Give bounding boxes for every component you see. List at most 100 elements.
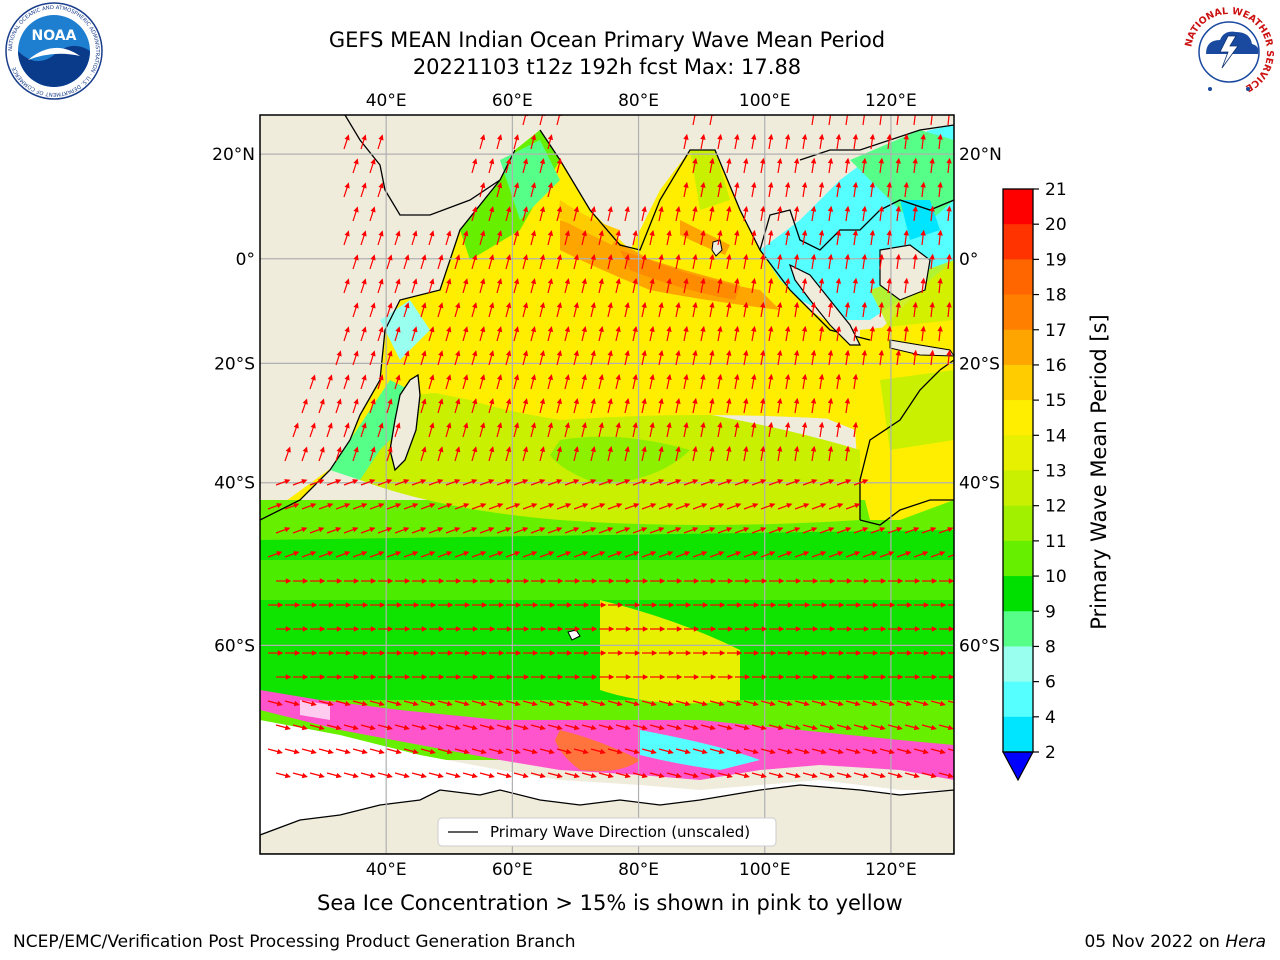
- direction-arrowhead: [293, 503, 300, 509]
- direction-arrowhead: [404, 578, 411, 584]
- direction-arrowhead: [599, 700, 606, 707]
- direction-arrowhead: [557, 578, 564, 584]
- direction-arrowhead: [760, 397, 766, 404]
- direction-arrowhead: [692, 479, 699, 485]
- lon-tick-label-top: 40°E: [366, 91, 407, 111]
- direction-arrowhead: [939, 551, 946, 557]
- direction-arrowhead: [607, 350, 613, 357]
- direction-arrowhead: [556, 446, 562, 453]
- direction-arrowhead: [370, 302, 376, 309]
- direction-arrowhead: [727, 626, 734, 632]
- direction-arrowhead: [539, 479, 546, 485]
- direction-arrowhead: [590, 206, 596, 213]
- direction-arrowhead: [344, 551, 351, 557]
- direction-arrowhead: [752, 503, 759, 509]
- direction-arrowhead: [692, 253, 698, 260]
- direction-arrowhead: [946, 349, 952, 356]
- direction-arrowhead: [532, 650, 539, 656]
- direction-arrowhead: [556, 254, 562, 261]
- direction-arrowhead: [776, 445, 783, 452]
- direction-arrowhead: [438, 578, 445, 584]
- direction-arrowhead: [344, 230, 350, 237]
- direction-arrowhead: [718, 748, 725, 755]
- direction-arrowhead: [829, 626, 836, 632]
- direction-arrowhead: [311, 650, 318, 656]
- direction-arrowhead: [421, 398, 427, 405]
- direction-arrowhead: [455, 302, 461, 309]
- direction-arrowhead: [666, 373, 672, 380]
- direction-arrowhead: [810, 157, 817, 164]
- direction-arrowhead: [769, 551, 776, 557]
- direction-arrowhead: [683, 421, 689, 428]
- direction-arrowhead: [556, 398, 562, 405]
- direction-arrowhead: [472, 302, 478, 309]
- direction-arrowhead: [692, 157, 698, 164]
- direction-arrowhead: [574, 626, 581, 632]
- direction-arrowhead: [717, 373, 723, 380]
- direction-arrowhead: [472, 350, 478, 357]
- direction-arrowhead: [624, 527, 631, 533]
- direction-arrowhead: [667, 551, 674, 557]
- direction-arrowhead: [353, 578, 360, 584]
- direction-arrowhead: [784, 421, 791, 428]
- direction-arrowhead: [852, 325, 859, 332]
- direction-arrowhead: [753, 650, 760, 656]
- direction-arrowhead: [861, 205, 868, 212]
- direction-arrowhead: [301, 479, 308, 485]
- direction-arrowhead: [489, 578, 496, 584]
- direction-arrowhead: [668, 602, 675, 608]
- direction-arrowhead: [778, 626, 785, 632]
- direction-arrowhead: [615, 374, 621, 381]
- colorbar-segment: [1003, 224, 1033, 260]
- direction-arrowhead: [658, 205, 664, 212]
- direction-arrowhead: [496, 374, 503, 381]
- direction-arrowhead: [590, 772, 597, 779]
- direction-arrowhead: [659, 674, 666, 680]
- direction-arrowhead: [862, 479, 869, 485]
- direction-arrowhead: [641, 397, 647, 405]
- direction-arrowhead: [769, 748, 776, 755]
- direction-arrowhead: [641, 724, 648, 731]
- direction-arrowhead: [912, 205, 918, 212]
- direction-arrowhead: [463, 278, 469, 285]
- direction-arrowhead: [810, 301, 817, 308]
- direction-arrowhead: [566, 650, 573, 656]
- direction-arrowhead: [770, 650, 777, 656]
- direction-arrowhead: [886, 133, 892, 140]
- direction-arrowhead: [438, 674, 445, 680]
- direction-arrowhead: [878, 157, 884, 164]
- direction-arrowhead: [685, 650, 692, 656]
- direction-arrowhead: [624, 772, 631, 779]
- direction-arrowhead: [293, 422, 299, 429]
- direction-arrowhead: [489, 302, 495, 309]
- direction-arrowhead: [632, 421, 638, 429]
- direction-arrow: [522, 115, 527, 126]
- direction-arrowhead: [615, 422, 621, 429]
- direction-arrowhead: [693, 578, 700, 584]
- direction-arrowhead: [649, 373, 655, 380]
- direction-arrowhead: [370, 626, 377, 632]
- direction-arrowhead: [768, 277, 774, 284]
- direction-arrowhead: [471, 527, 478, 533]
- direction-arrowhead: [818, 229, 825, 236]
- direction-arrowhead: [793, 205, 800, 212]
- direction-arrowhead: [946, 301, 952, 308]
- direction-arrowhead: [277, 602, 284, 608]
- direction-arrowhead: [778, 578, 785, 584]
- direction-arrowhead: [634, 602, 641, 608]
- direction-arrowhead: [319, 674, 326, 680]
- direction-arrowhead: [641, 253, 647, 261]
- direction-arrowhead: [624, 205, 630, 213]
- direction-arrowhead: [810, 397, 817, 404]
- direction-arrowhead: [683, 181, 689, 188]
- direction-arrowhead: [293, 551, 300, 557]
- direction-arrowhead: [607, 398, 613, 405]
- machine-name: Hera: [1225, 932, 1266, 952]
- direction-arrowhead: [446, 230, 452, 237]
- direction-arrowhead: [369, 772, 376, 779]
- direction-arrowhead: [744, 674, 751, 680]
- direction-arrowhead: [931, 674, 938, 680]
- direction-arrowhead: [369, 479, 376, 485]
- direction-arrowhead: [277, 650, 284, 656]
- direction-arrowhead: [412, 503, 419, 509]
